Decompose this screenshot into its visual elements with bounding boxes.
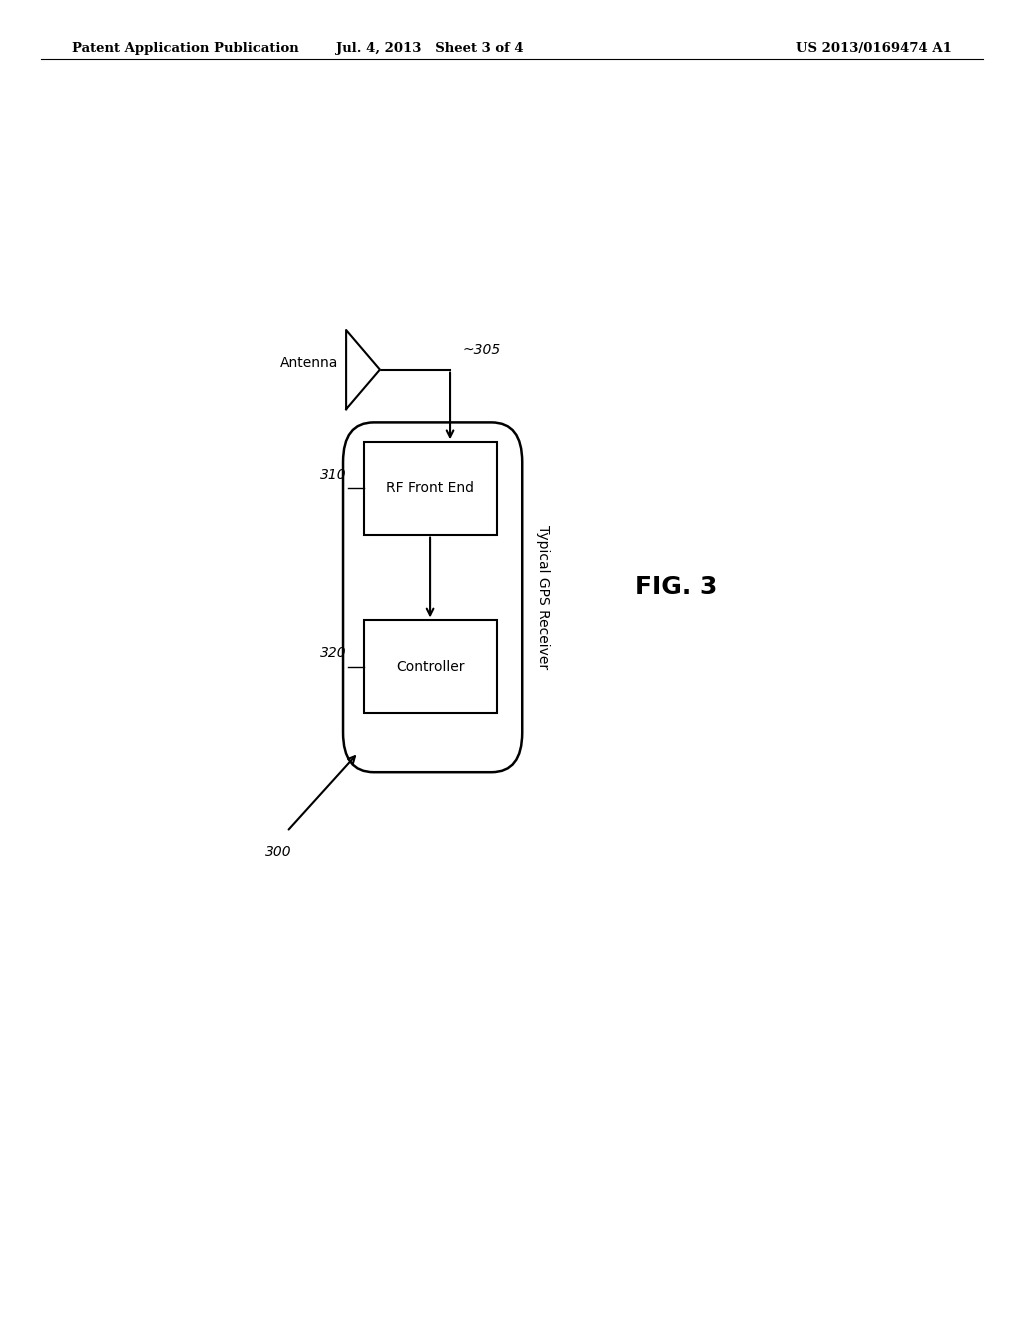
Text: US 2013/0169474 A1: US 2013/0169474 A1 xyxy=(797,42,952,55)
Text: 310: 310 xyxy=(319,469,346,482)
Text: Jul. 4, 2013   Sheet 3 of 4: Jul. 4, 2013 Sheet 3 of 4 xyxy=(336,42,524,55)
Text: 300: 300 xyxy=(265,845,292,859)
Text: Typical GPS Receiver: Typical GPS Receiver xyxy=(536,525,550,669)
Text: Patent Application Publication: Patent Application Publication xyxy=(72,42,298,55)
Text: Antenna: Antenna xyxy=(280,356,338,370)
Text: FIG. 3: FIG. 3 xyxy=(635,576,717,599)
Text: RF Front End: RF Front End xyxy=(386,482,474,495)
FancyBboxPatch shape xyxy=(364,442,497,535)
Polygon shape xyxy=(346,330,380,409)
Text: ~305: ~305 xyxy=(463,343,501,356)
Text: 320: 320 xyxy=(319,647,346,660)
FancyBboxPatch shape xyxy=(364,620,497,713)
FancyBboxPatch shape xyxy=(343,422,522,772)
Text: Controller: Controller xyxy=(396,660,464,673)
